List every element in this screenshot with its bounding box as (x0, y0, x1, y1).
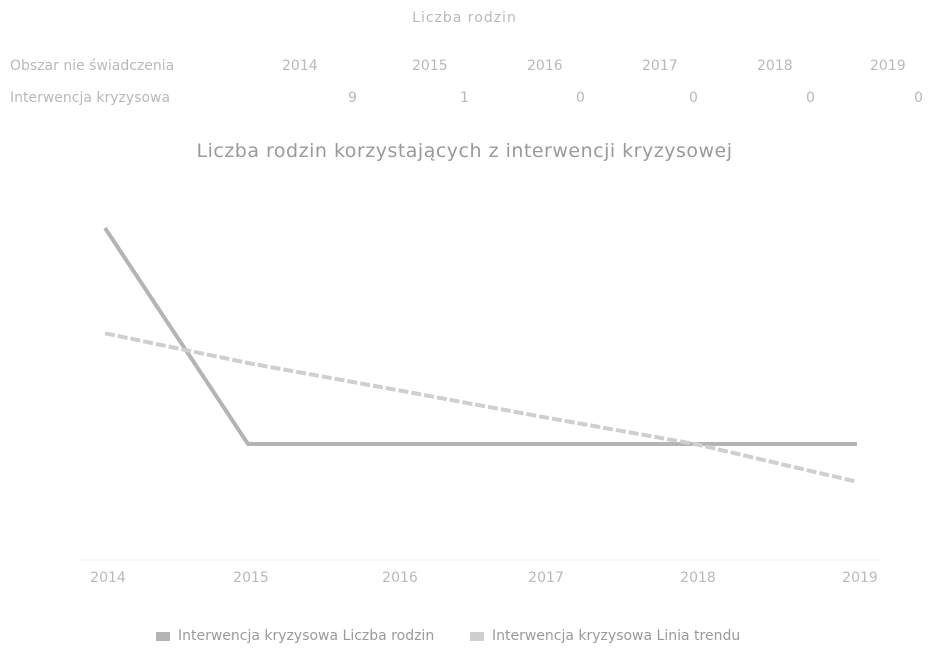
table-header-label: Obszar nie świadczenia (10, 58, 175, 74)
table-cell-value: 0 (914, 90, 923, 106)
legend-item-series-1: Interwencja kryzysowa Linia trendu (470, 628, 740, 644)
table-title: Liczba rodzin (412, 10, 517, 26)
x-tick-label: 2018 (680, 570, 716, 586)
table-header-year: 2014 (282, 58, 318, 74)
table-cell-value: 0 (689, 90, 698, 106)
legend-swatch (156, 631, 170, 641)
table-header-year: 2018 (757, 58, 793, 74)
table-row-label: Interwencja kryzysowa (10, 90, 171, 106)
table-header-row: Obszar nie świadczenia 2014 2015 2016 2017 2… (0, 58, 929, 80)
legend-label: Interwencja kryzysowa Liczba rodzin (178, 628, 435, 644)
legend-label: Interwencja kryzysowa Linia trendu (492, 628, 741, 644)
table-header-year: 2016 (527, 58, 563, 74)
x-tick-label: 2017 (528, 570, 564, 586)
x-tick-label: 2016 (382, 570, 418, 586)
chart-legend: Interwencja kryzysowa Liczba rodzin Inte… (0, 628, 929, 654)
legend-item-series-0: Interwencja kryzysowa Liczba rodzin (156, 628, 434, 644)
table-header-year: 2015 (412, 58, 448, 74)
x-tick-label: 2014 (90, 570, 126, 586)
series-line-1 (104, 331, 858, 484)
chart-title: Liczba rodzin korzystających z interwenc… (196, 140, 733, 162)
table-cell-value: 0 (806, 90, 815, 106)
table-cell-value: 1 (460, 90, 469, 106)
table-header-year: 2019 (870, 58, 906, 74)
x-tick-label: 2019 (842, 570, 878, 586)
legend-swatch (470, 631, 484, 641)
series-line-0 (103, 226, 857, 446)
table-data-row: Interwencja kryzysowa 9 1 0 0 0 0 (0, 90, 929, 112)
table-cell-value: 9 (348, 90, 357, 106)
x-tick-label: 2015 (233, 570, 269, 586)
table-header-year: 2017 (642, 58, 678, 74)
table-cell-value: 0 (576, 90, 585, 106)
